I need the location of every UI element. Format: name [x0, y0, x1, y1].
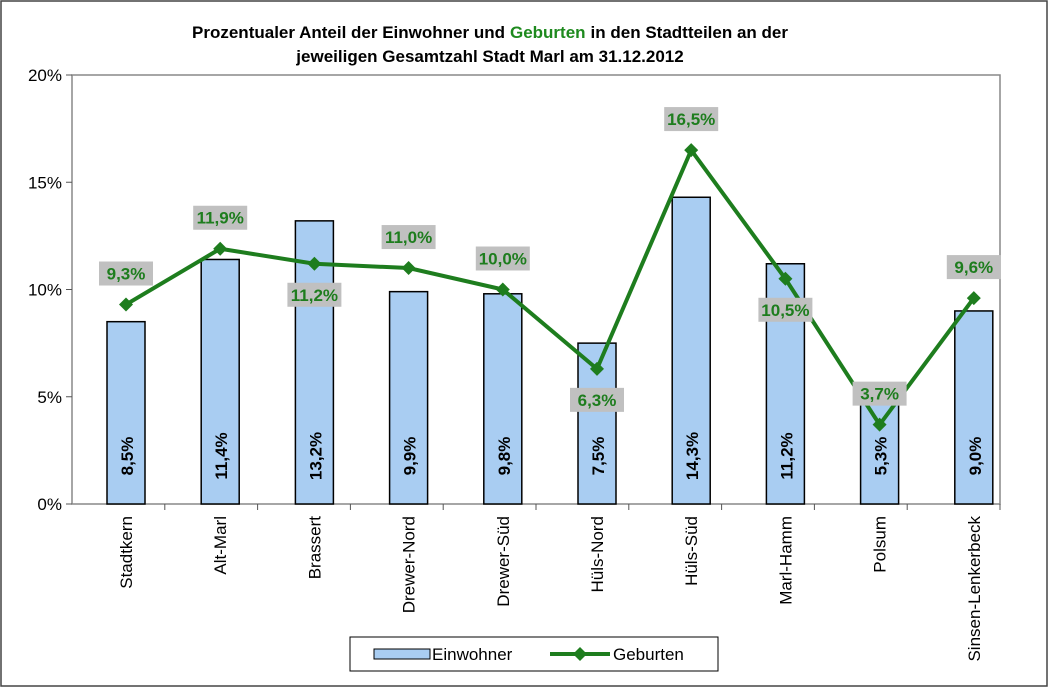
line-marker	[684, 143, 699, 158]
x-tick-label: Brassert	[305, 516, 324, 580]
title-part: jeweiligen Gesamtzahl Stadt Marl am 31.1…	[295, 47, 683, 66]
bar	[483, 293, 523, 505]
line-value-label: 16,5%	[667, 110, 715, 129]
x-tick-label: Polsum	[871, 516, 890, 573]
line-value-label: 10,5%	[761, 301, 809, 320]
line-value-label: 9,6%	[954, 258, 993, 277]
bar	[954, 310, 994, 505]
line-marker	[119, 297, 133, 312]
value-label-box	[193, 205, 248, 230]
bar	[671, 196, 711, 505]
y-tick-label: 10%	[28, 281, 62, 300]
chart-title: Prozentualer Anteil der Einwohner und Geb…	[192, 23, 788, 42]
y-tick-label: 0%	[37, 495, 62, 514]
value-label-box	[381, 225, 436, 250]
y-tick-label: 5%	[37, 388, 62, 407]
line-value-label: 6,3%	[578, 391, 617, 410]
title-part: in den Stadtteilen an der	[591, 23, 789, 42]
line-value-label: 10,0%	[479, 250, 527, 269]
bar	[106, 320, 146, 505]
y-tick-label: 20%	[28, 66, 62, 85]
bar-value-label: 9,9%	[401, 437, 420, 476]
x-tick-label: Sinsen-Lenkerbeck	[965, 516, 984, 662]
value-label-box	[570, 387, 624, 412]
line	[124, 146, 976, 429]
bar-value-label: 11,4%	[212, 432, 231, 479]
x-tick-label: Drewer-Süd	[494, 516, 513, 607]
legend-marker	[573, 647, 587, 661]
bar-value-label: 9,0%	[966, 437, 985, 476]
value-label-box	[99, 261, 153, 286]
bar	[388, 290, 429, 505]
x-tick-label: Alt-Marl	[211, 516, 230, 575]
legend-swatch	[373, 648, 431, 660]
line-marker	[778, 271, 793, 286]
x-tick-label: Stadtkern	[117, 516, 136, 589]
x-tick-label: Hüls-Nord	[588, 516, 607, 593]
value-label-box	[946, 255, 1001, 280]
chart-title: jeweiligen Gesamtzahl Stadt Marl am 31.1…	[295, 47, 683, 66]
bar-value-label: 5,3%	[872, 437, 891, 476]
bar-value-label: 9,8%	[495, 437, 514, 476]
y-tick-label: 15%	[28, 173, 62, 192]
line-value-label: 11,2%	[291, 286, 338, 305]
line-value-label: 3,7%	[860, 385, 899, 404]
line-marker	[307, 256, 322, 271]
x-tick-label: Marl-Hamm	[776, 516, 795, 605]
legend-label: Einwohner	[432, 645, 513, 664]
x-tick-label: Drewer-Nord	[400, 516, 419, 613]
bar-value-label: 7,5%	[589, 437, 608, 476]
line-marker	[966, 291, 981, 306]
bar-value-label: 13,2%	[306, 432, 325, 480]
line-marker	[872, 417, 887, 432]
line-value-label: 11,0%	[385, 228, 432, 247]
value-label-box	[287, 282, 342, 307]
line-marker	[590, 361, 604, 376]
value-label-box	[758, 297, 813, 322]
title-part: Prozentualer Anteil der Einwohner und	[192, 23, 505, 42]
title-part: Geburten	[510, 23, 586, 42]
value-label-box	[852, 381, 907, 406]
legend-label: Geburten	[613, 645, 684, 664]
line-marker	[213, 241, 228, 256]
value-label-box	[475, 246, 530, 271]
bar-value-label: 14,3%	[683, 432, 702, 480]
line-marker	[401, 261, 416, 276]
line-value-label: 9,3%	[107, 265, 146, 284]
bar-value-label: 8,5%	[118, 437, 137, 476]
bar-value-label: 11,2%	[777, 432, 796, 479]
value-label-box	[664, 107, 719, 132]
line-marker	[495, 282, 510, 297]
bar	[200, 258, 240, 505]
x-tick-label: Hüls-Süd	[682, 516, 701, 586]
line-value-label: 11,9%	[197, 209, 244, 228]
